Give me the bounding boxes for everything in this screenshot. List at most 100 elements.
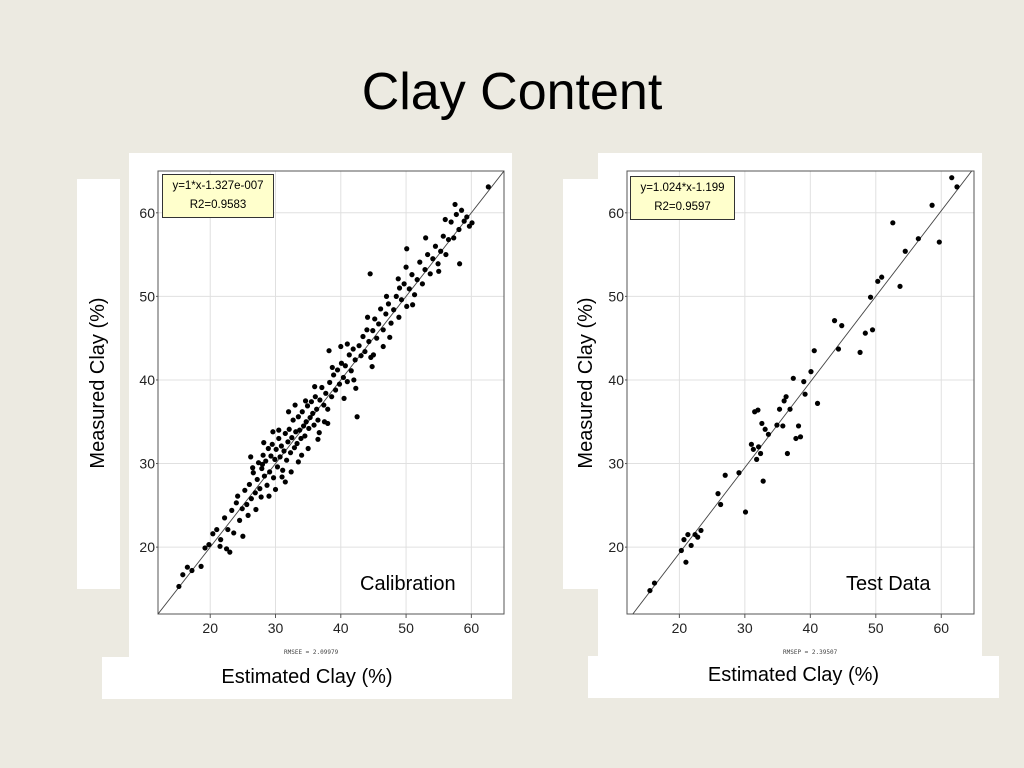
data-point — [217, 543, 223, 549]
regression-line — [632, 171, 973, 614]
data-point — [949, 175, 955, 181]
data-point — [176, 583, 182, 590]
data-point — [295, 414, 301, 420]
data-point — [221, 515, 228, 521]
data-point — [315, 417, 321, 423]
data-point — [285, 439, 291, 445]
data-point — [237, 517, 243, 523]
data-point — [264, 482, 270, 488]
data-point — [304, 403, 311, 409]
xlabel-box-test — [588, 656, 999, 698]
data-point — [797, 434, 804, 440]
data-point — [456, 226, 462, 233]
data-point — [276, 435, 282, 442]
data-point — [857, 349, 863, 355]
data-point — [811, 348, 817, 354]
data-point — [332, 387, 339, 393]
slide-title: Clay Content — [361, 63, 663, 121]
data-point — [419, 281, 425, 287]
data-point — [325, 406, 331, 412]
data-point — [250, 465, 256, 471]
data-point — [442, 216, 448, 223]
data-point — [423, 235, 429, 241]
data-point — [319, 384, 325, 391]
data-point — [801, 379, 807, 385]
data-point — [681, 537, 687, 543]
data-point — [695, 534, 701, 540]
x-tick-label: 30 — [737, 620, 753, 636]
data-point — [453, 211, 459, 218]
data-point — [404, 246, 410, 252]
data-point — [323, 390, 329, 396]
data-point — [288, 469, 294, 475]
data-point — [307, 414, 313, 421]
data-point — [750, 446, 756, 452]
data-point — [443, 251, 449, 258]
data-point — [240, 533, 246, 539]
data-point — [378, 306, 384, 312]
data-point — [259, 461, 266, 467]
data-point — [302, 433, 308, 439]
data-point — [278, 443, 284, 449]
data-point — [202, 545, 208, 551]
equation-box-test: y=1.024*x-1.199 R2=0.9597 — [630, 176, 735, 220]
data-point — [269, 441, 275, 447]
data-point — [795, 423, 802, 429]
data-point — [651, 580, 658, 586]
data-point — [233, 500, 239, 506]
data-point — [464, 214, 470, 220]
data-point — [348, 368, 354, 374]
data-point — [835, 346, 842, 352]
data-point — [897, 283, 903, 289]
data-point — [248, 496, 254, 502]
ylabel-box-calibration — [77, 179, 120, 589]
data-point — [317, 397, 323, 403]
data-point — [260, 452, 266, 458]
data-point — [344, 379, 350, 385]
data-point — [282, 430, 288, 437]
data-point — [485, 184, 491, 190]
data-point — [285, 409, 292, 415]
equation-text-test: y=1.024*x-1.199 — [640, 182, 725, 194]
data-point — [808, 369, 814, 375]
data-point — [272, 456, 278, 462]
x-tick-label: 60 — [933, 620, 949, 636]
data-point — [329, 364, 335, 371]
data-point — [223, 546, 230, 552]
data-point — [279, 474, 285, 480]
data-point — [802, 391, 808, 397]
data-point — [425, 251, 431, 258]
data-point — [461, 218, 467, 224]
data-point — [302, 398, 309, 404]
data-point — [329, 394, 335, 400]
data-point — [272, 486, 279, 493]
data-point — [303, 419, 309, 425]
regression-line — [158, 171, 504, 614]
plot-frame — [157, 170, 505, 615]
data-point — [290, 417, 296, 423]
xlabel-test: Estimated Clay (%) — [707, 664, 880, 686]
r2-text-test: R2=0.9597 — [654, 201, 711, 213]
data-point — [340, 374, 347, 381]
data-point — [929, 202, 935, 208]
data-point — [432, 243, 439, 249]
data-point — [364, 314, 371, 320]
data-point — [326, 348, 332, 354]
x-tick-label: 40 — [803, 620, 819, 636]
data-point — [281, 448, 287, 454]
data-point — [366, 338, 372, 345]
data-point — [372, 316, 378, 322]
data-point — [936, 239, 942, 245]
data-point — [338, 343, 344, 350]
data-point — [268, 453, 274, 459]
x-tick-label: 40 — [333, 620, 349, 636]
chart-panel-test: 20 30 40 50 60 20 30 40 50 60 y=1.024*x-1.199 R2=… — [598, 153, 982, 658]
data-point — [353, 385, 359, 391]
data-point — [258, 494, 264, 500]
data-point — [282, 479, 288, 485]
x-tick-label: 60 — [464, 620, 480, 636]
data-point — [776, 406, 783, 412]
y-tick-label: 50 — [608, 288, 624, 304]
data-point — [954, 184, 960, 190]
data-point — [362, 348, 368, 355]
